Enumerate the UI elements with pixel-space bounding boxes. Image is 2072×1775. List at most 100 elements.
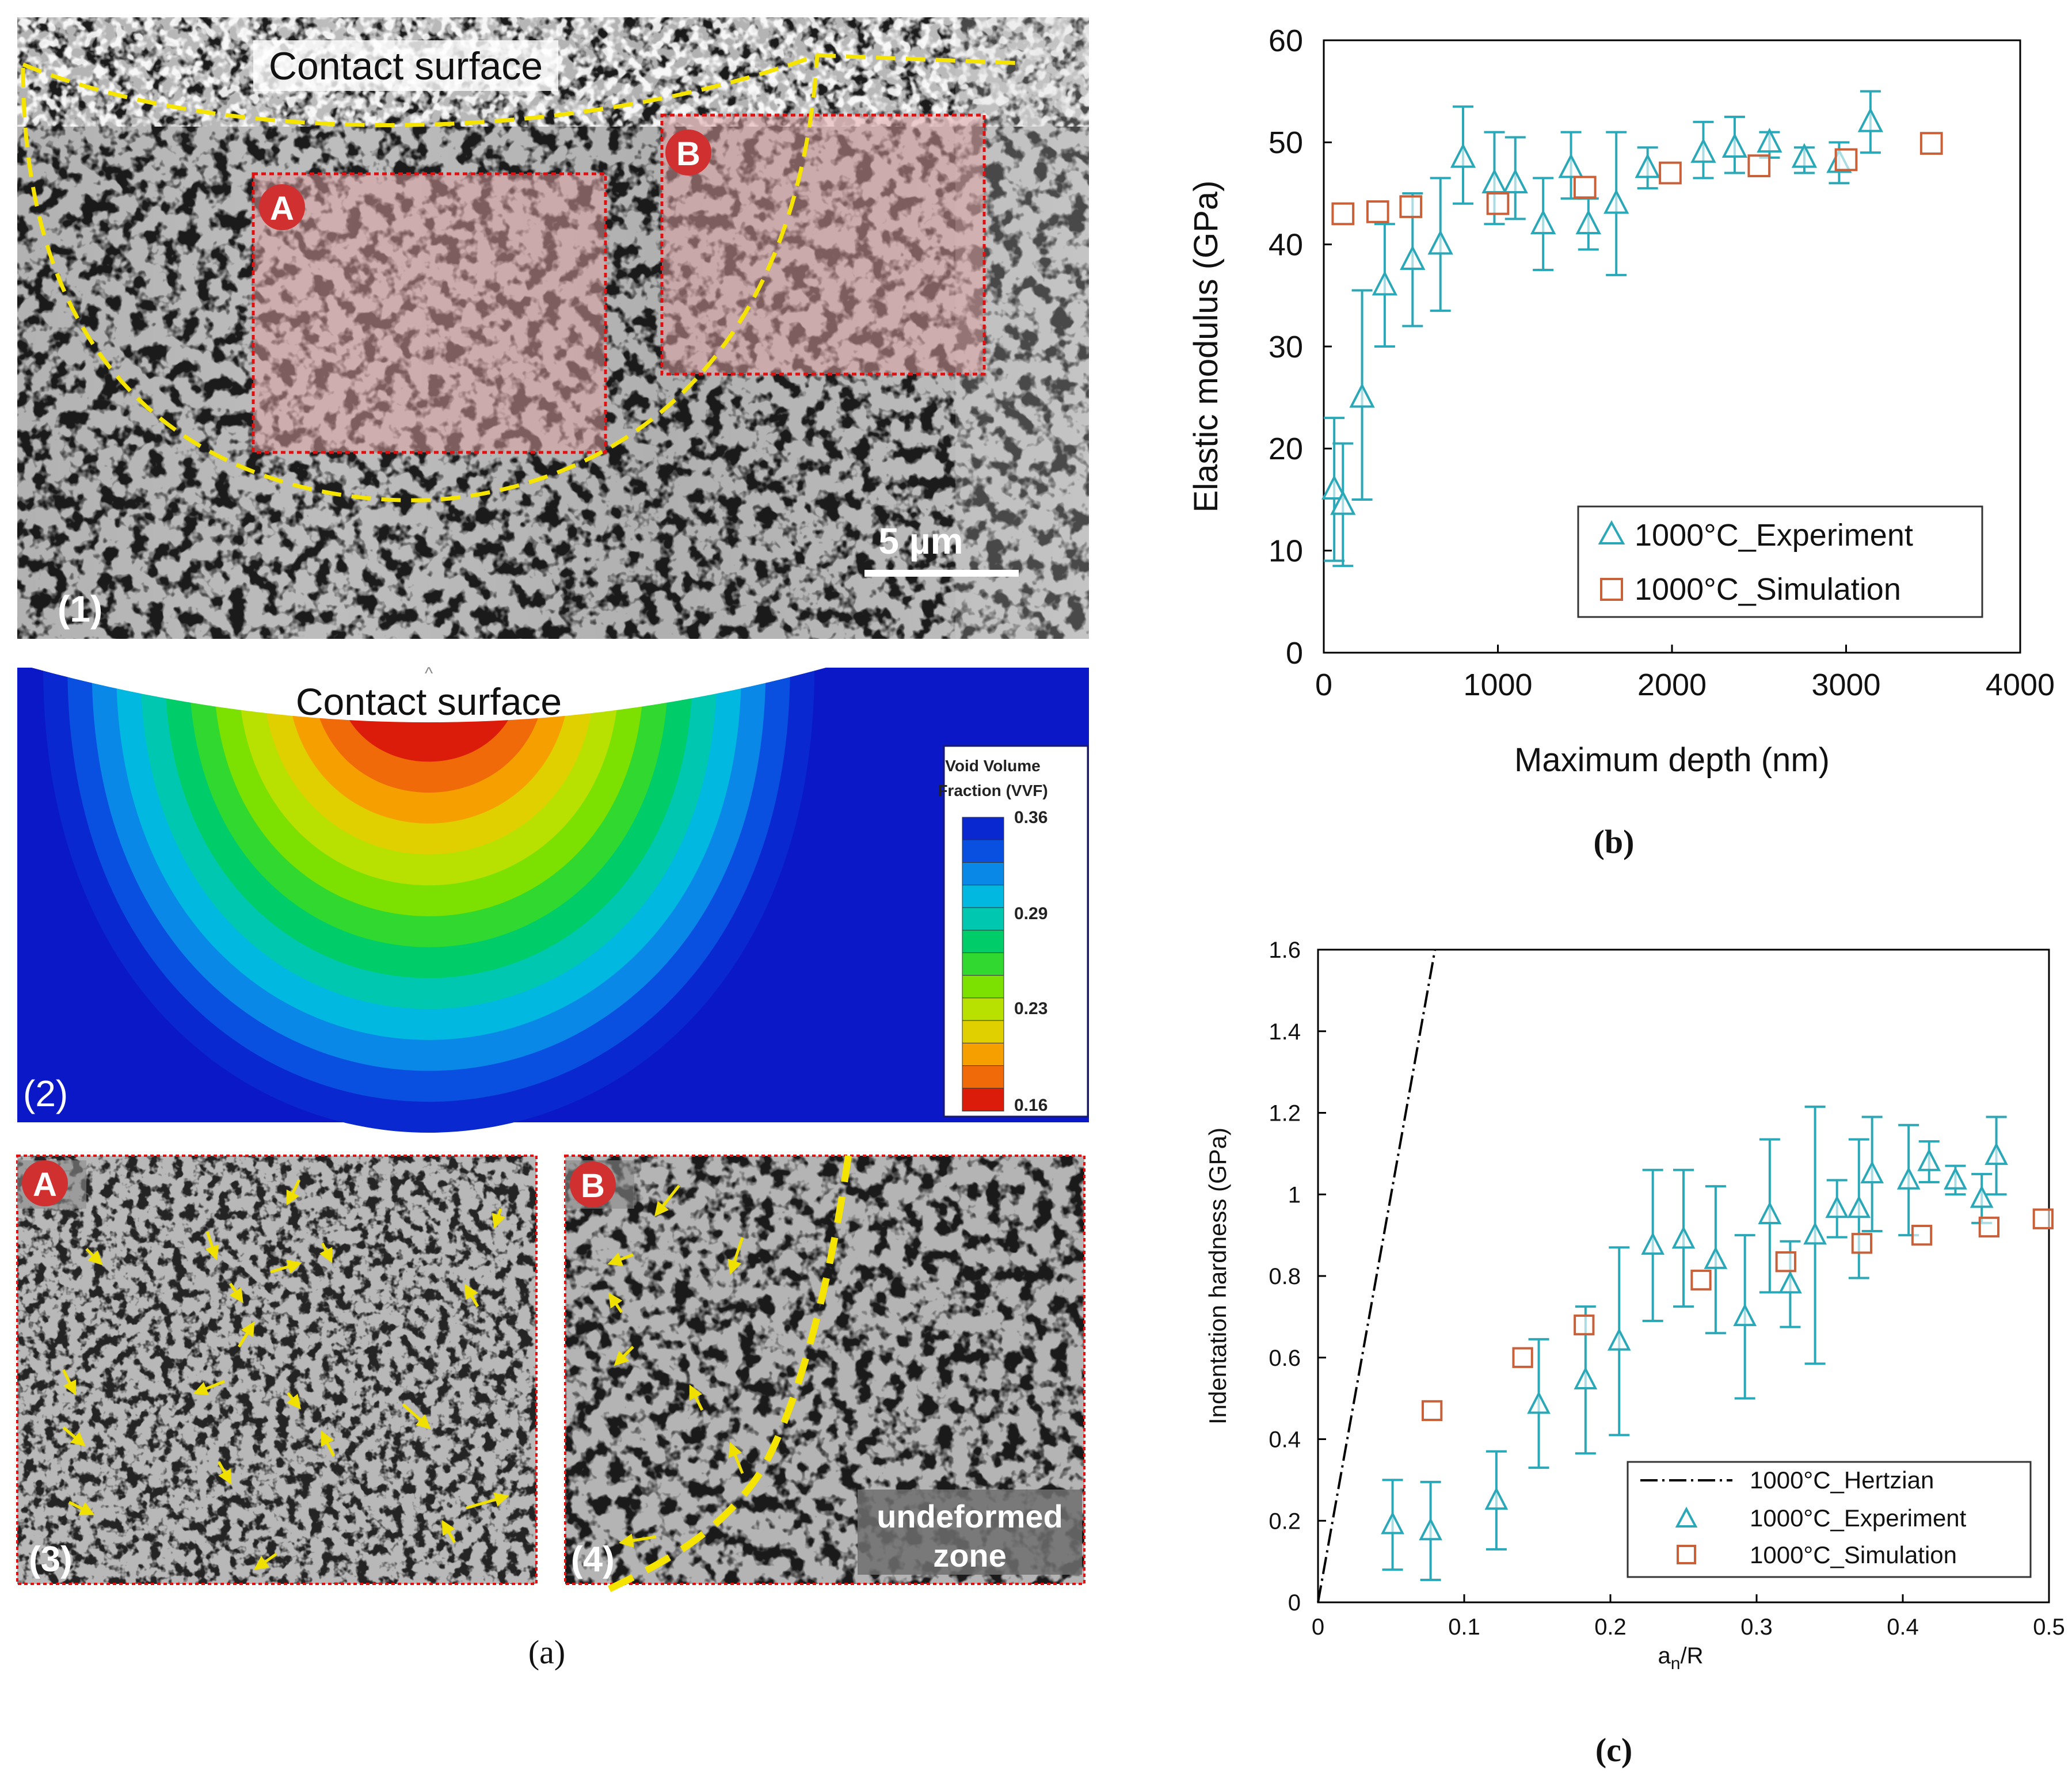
experiment-point xyxy=(1349,383,1375,408)
experiment-point xyxy=(1857,107,1884,132)
panel-a2-label: (2) xyxy=(23,1073,68,1114)
contour-contact-label: Contact surface xyxy=(296,680,562,723)
x-tick-label: 0.4 xyxy=(1887,1614,1919,1640)
panel-a4-label: (4) xyxy=(571,1540,615,1579)
experiment-point xyxy=(1985,1142,2008,1165)
undeformed-zone-label-2: zone xyxy=(933,1537,1007,1574)
vvf-swatch xyxy=(962,1042,1004,1066)
y-tick-label: 1 xyxy=(1288,1182,1301,1208)
experiment-point xyxy=(1607,1328,1631,1351)
vvf-color-scale xyxy=(962,817,1004,1112)
x-tick-label: 4000 xyxy=(1986,668,2055,702)
chart-b-marks xyxy=(1321,90,1943,567)
experiment-point xyxy=(1575,209,1601,234)
region-b-badge-label: B xyxy=(676,135,700,173)
experiment-point xyxy=(1733,1303,1757,1327)
contact-surface-label: Contact surface xyxy=(269,44,543,88)
region-a-badge xyxy=(259,184,305,230)
y-tick-label: 1.2 xyxy=(1269,1101,1301,1126)
simulation-point xyxy=(1331,202,1355,226)
x-tick-label: 0.2 xyxy=(1594,1614,1627,1640)
x-tick-label: 3000 xyxy=(1811,668,1880,702)
chart-b-xlabel: Maximum depth (nm) xyxy=(1514,741,1830,779)
region-a-box xyxy=(252,172,607,454)
panel-a1-label: (1) xyxy=(58,588,102,630)
region-b-badge xyxy=(665,129,711,176)
chart-c-xlabel-sub: n xyxy=(1671,1654,1681,1673)
y-tick-label: 1.6 xyxy=(1269,938,1301,963)
vvf-tick-016: 0.16 xyxy=(1014,1096,1048,1115)
panel-a4-sem-detail: B undeformed zone (4) xyxy=(564,1155,1085,1598)
simulation-point xyxy=(1421,1400,1443,1422)
experiment-point xyxy=(1530,209,1556,234)
x-tick-label: 0.3 xyxy=(1740,1614,1773,1640)
y-tick-label: 1.4 xyxy=(1269,1019,1301,1045)
simulation-point xyxy=(2032,1208,2054,1229)
experiment-point xyxy=(1803,1221,1827,1245)
y-tick-label: 50 xyxy=(1269,125,1303,160)
vvf-swatch xyxy=(962,975,1004,999)
chart-c-ylabel: Indentation hardness (GPa) xyxy=(1204,1128,1231,1424)
simulation-point xyxy=(1573,176,1597,199)
y-tick-label: 0 xyxy=(1286,636,1303,671)
undeformed-zone-bg xyxy=(858,1490,1082,1575)
hertzian-line xyxy=(1317,949,1437,1603)
chart-c-legend-square xyxy=(1677,1545,1696,1564)
chart-c-legend-experiment: 1000°C_Experiment xyxy=(1750,1504,1967,1532)
deformation-boundary-a4 xyxy=(597,1155,852,1598)
experiment-point xyxy=(1427,230,1453,255)
chart-b-elastic-modulus: 0 1000 2000 3000 4000 0 10 20 30 40 50 60 Maximum d… xyxy=(1187,24,2055,779)
experiment-point xyxy=(1690,138,1716,163)
vvf-swatch xyxy=(962,817,1004,841)
chart-c-xlabel-rest: /R xyxy=(1680,1643,1703,1669)
undeformed-zone-label-1: undeformed xyxy=(877,1498,1063,1534)
simulation-point xyxy=(1690,1269,1712,1291)
caption-b: (b) xyxy=(1594,823,1635,860)
chart-c-legend: 1000°C_Hertzian 1000°C_Experiment 1000°C… xyxy=(1627,1461,2032,1578)
experiment-point xyxy=(1400,245,1426,271)
experiment-point xyxy=(1330,490,1356,515)
region-a3-badge xyxy=(22,1160,68,1206)
experiment-point xyxy=(1603,189,1629,214)
y-tick-label: 20 xyxy=(1269,432,1303,466)
experiment-point xyxy=(1671,1225,1696,1249)
deformation-boundary-outer xyxy=(21,55,820,502)
region-b-box xyxy=(660,113,986,376)
vvf-tick-023: 0.23 xyxy=(1014,999,1048,1018)
simulation-point xyxy=(1399,195,1423,218)
vvf-swatch xyxy=(962,862,1004,886)
simulation-point xyxy=(1978,1216,2000,1238)
vvf-legend: Void Volume Fraction (VVF) 0.36 0.29 0.2… xyxy=(938,745,1089,1118)
experiment-point xyxy=(1778,1270,1802,1294)
region-a4-badge-label: B xyxy=(581,1167,605,1205)
vvf-swatch xyxy=(962,1088,1004,1112)
caption-a: (a) xyxy=(528,1633,565,1671)
chart-c-legend-simulation: 1000°C_Simulation xyxy=(1750,1541,1957,1568)
experiment-point xyxy=(1574,1366,1598,1389)
experiment-point xyxy=(1381,1511,1404,1534)
y-tick-label: 0.6 xyxy=(1269,1346,1301,1371)
y-tick-label: 60 xyxy=(1269,24,1303,58)
panel-a3-sem-detail: A (3) xyxy=(16,1155,538,1585)
experiment-point xyxy=(1558,153,1584,178)
contour-bands xyxy=(32,668,826,1133)
x-tick-label: 0 xyxy=(1315,668,1332,702)
caret-mark: ^ xyxy=(425,664,433,683)
vvf-legend-title-2: Fraction (VVF) xyxy=(938,782,1048,799)
experiment-point xyxy=(1450,143,1476,168)
x-tick-label: 0 xyxy=(1312,1614,1324,1640)
chart-b-ticks: 0 1000 2000 3000 4000 0 10 20 30 40 50 60 xyxy=(1269,24,2055,702)
experiment-point xyxy=(1970,1184,1994,1208)
vvf-swatch xyxy=(962,952,1004,976)
experiment-point xyxy=(1527,1391,1551,1414)
panel-a3-label: (3) xyxy=(29,1540,73,1579)
vvf-swatch xyxy=(962,997,1004,1022)
chart-c-ticks: 0 0.1 0.2 0.3 0.4 0.5 0 0.2 0.4 0.6 0.8 1 1.2 1.4 1.6 xyxy=(1269,938,2065,1640)
simulation-point xyxy=(1512,1347,1533,1368)
region-a4-badge xyxy=(570,1161,616,1208)
contact-gap xyxy=(32,668,826,722)
chart-b-legend-experiment: 1000°C_Experiment xyxy=(1635,518,1913,553)
simulation-point xyxy=(1851,1233,1873,1254)
y-tick-label: 0.2 xyxy=(1269,1509,1301,1534)
